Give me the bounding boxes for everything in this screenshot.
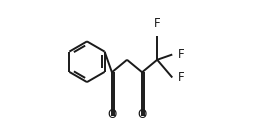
Text: O: O [107, 108, 117, 121]
Text: O: O [137, 108, 147, 121]
Text: F: F [178, 71, 185, 84]
Text: F: F [154, 17, 161, 30]
Text: F: F [178, 48, 185, 61]
